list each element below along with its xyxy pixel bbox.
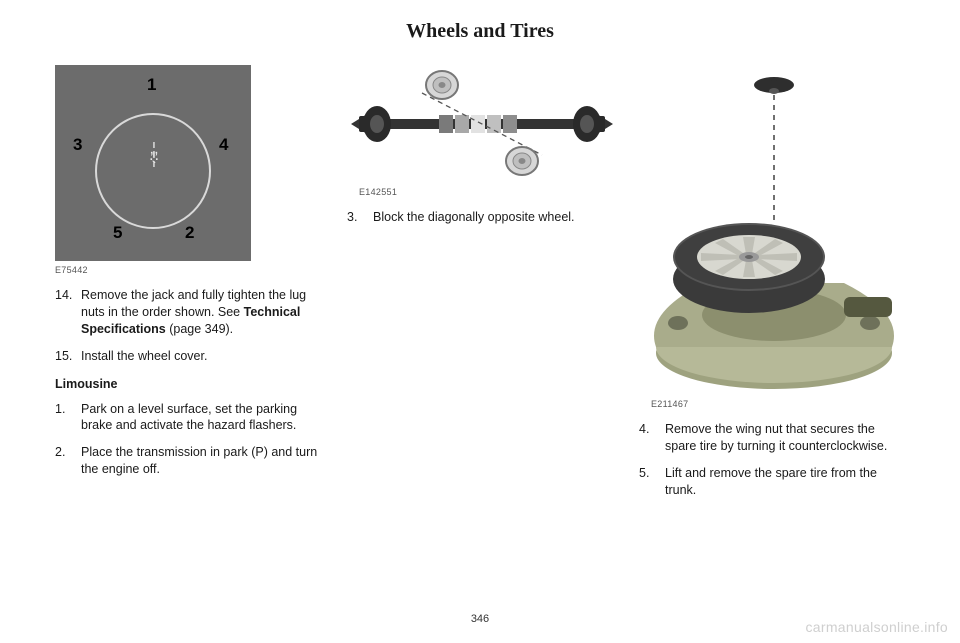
item-number: 2. [55, 444, 81, 478]
list-item: 4. Remove the wing nut that secures the … [639, 421, 905, 455]
item-text: Place the transmission in park (P) and t… [81, 444, 321, 478]
figure-caption-3: E211467 [651, 399, 905, 409]
list-item: 2. Place the transmission in park (P) an… [55, 444, 321, 478]
list-3: 4. Remove the wing nut that secures the … [639, 421, 905, 499]
item-text: Remove the jack and fully tighten the lu… [81, 287, 321, 338]
lug-label-4: 4 [219, 135, 228, 155]
list-2: 3. Block the diagonally opposite wheel. [347, 209, 613, 226]
item-text: Park on a level surface, set the parking… [81, 401, 321, 435]
figure-caption-2: E142551 [359, 187, 613, 197]
list-1b: 1. Park on a level surface, set the park… [55, 401, 321, 479]
list-item: 15. Install the wheel cover. [55, 348, 321, 365]
item-text: Remove the wing nut that secures the spa… [665, 421, 905, 455]
column-2: E142551 3. Block the diagonally opposite… [347, 61, 613, 509]
item-text: Block the diagonally opposite wheel. [373, 209, 613, 226]
lug-label-1: 1 [147, 75, 156, 95]
column-1: ,¦,·¦·` 1 2 3 4 5 E75442 14. Remove the … [55, 61, 321, 509]
lug-label-3: 3 [73, 135, 82, 155]
columns: ,¦,·¦·` 1 2 3 4 5 E75442 14. Remove the … [55, 61, 905, 509]
figure-diagonal-block [347, 65, 617, 183]
subheading-limousine: Limousine [55, 377, 321, 391]
diagonal-block-icon [347, 65, 617, 183]
item-number: 14. [55, 287, 81, 338]
list-item: 3. Block the diagonally opposite wheel. [347, 209, 613, 226]
item-text-b: (page 349). [166, 322, 233, 336]
page-title: Wheels and Tires [55, 20, 905, 43]
list-item: 5. Lift and remove the spare tire from t… [639, 465, 905, 499]
figure-spare-tire [639, 65, 909, 395]
lug-label-2: 2 [185, 223, 194, 243]
column-3: E211467 4. Remove the wing nut that secu… [639, 61, 905, 509]
lug-label-5: 5 [113, 223, 122, 243]
item-text: Install the wheel cover. [81, 348, 321, 365]
item-number: 3. [347, 209, 373, 226]
list-item: 14. Remove the jack and fully tighten th… [55, 287, 321, 338]
item-number: 15. [55, 348, 81, 365]
item-number: 1. [55, 401, 81, 435]
figure-caption-1: E75442 [55, 265, 321, 275]
hub-icon: ,¦,·¦·` [149, 145, 158, 174]
page: Wheels and Tires ,¦,·¦·` 1 2 3 4 5 E7544… [0, 0, 960, 643]
watermark: carmanualsonline.info [806, 619, 949, 635]
item-number: 4. [639, 421, 665, 455]
list-1a: 14. Remove the jack and fully tighten th… [55, 287, 321, 365]
list-item: 1. Park on a level surface, set the park… [55, 401, 321, 435]
item-text: Lift and remove the spare tire from the … [665, 465, 905, 499]
spare-tire-icon [639, 65, 909, 395]
figure-lug-order: ,¦,·¦·` 1 2 3 4 5 [55, 65, 251, 261]
item-number: 5. [639, 465, 665, 499]
